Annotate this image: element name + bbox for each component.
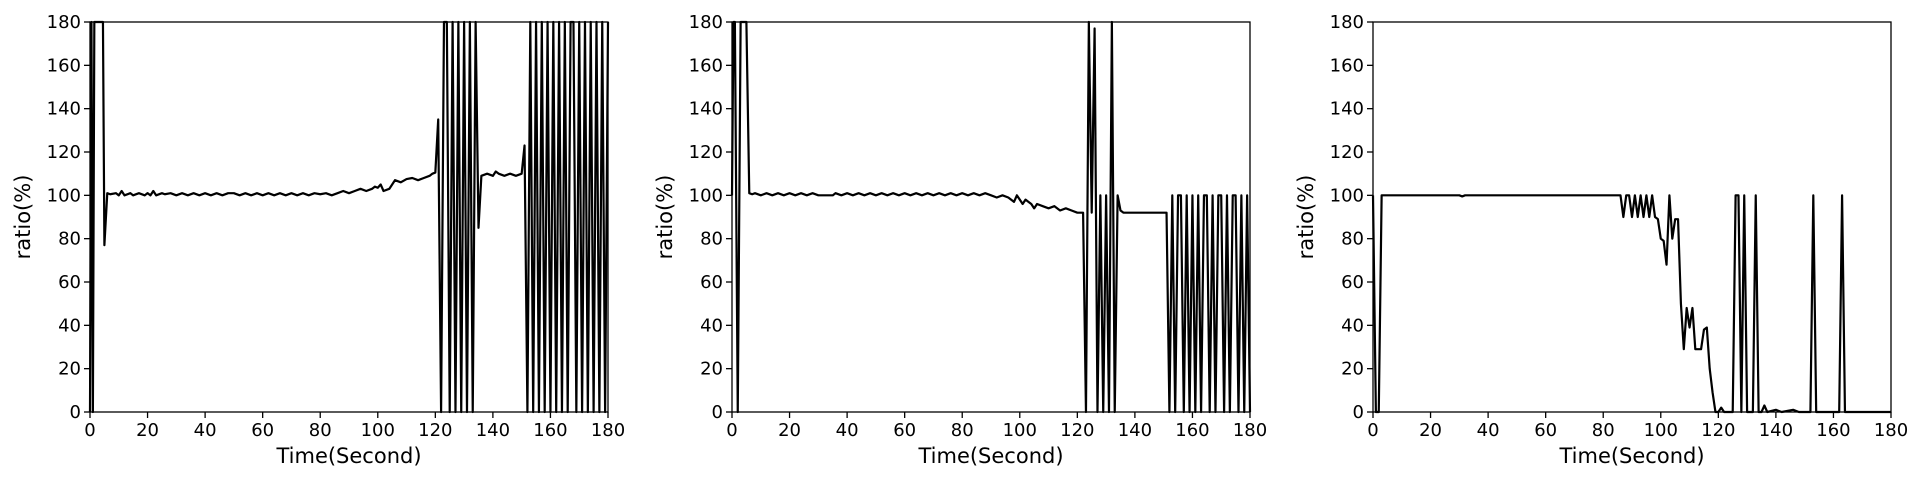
y-tick-label: 140 [1330, 99, 1364, 120]
y-tick-label: 160 [689, 55, 723, 76]
y-axis-label: ratio(%) [653, 175, 677, 260]
y-tick-label: 80 [1341, 229, 1364, 250]
x-tick-label: 140 [476, 420, 510, 441]
x-tick-label: 100 [1003, 420, 1037, 441]
x-tick-label: 160 [533, 420, 567, 441]
y-tick-label: 120 [1330, 142, 1364, 163]
x-tick-label: 80 [951, 420, 974, 441]
x-tick-label: 80 [1592, 420, 1615, 441]
y-tick-label: 40 [58, 315, 81, 336]
y-tick-label: 0 [712, 402, 723, 423]
y-axis-label: ratio(%) [1294, 175, 1318, 260]
y-tick-label: 140 [689, 99, 723, 120]
y-tick-label: 80 [700, 229, 723, 250]
series-line-1 [730, 20, 1252, 414]
x-tick-label: 160 [1175, 420, 1209, 441]
x-tick-label: 100 [361, 420, 395, 441]
series-line-1 [88, 20, 610, 414]
y-tick-label: 60 [1341, 272, 1364, 293]
x-tick-label: 20 [1419, 420, 1442, 441]
x-tick-label: 180 [1874, 420, 1908, 441]
x-tick-label: 40 [194, 420, 217, 441]
x-tick-label: 100 [1644, 420, 1678, 441]
y-tick-label: 60 [58, 272, 81, 293]
y-tick-label: 160 [47, 55, 81, 76]
x-axis-label: Time(Second) [1558, 444, 1704, 468]
y-tick-label: 40 [1341, 315, 1364, 336]
y-tick-label: 60 [700, 272, 723, 293]
plot-frame [1372, 21, 1892, 413]
x-tick-label: 40 [1477, 420, 1500, 441]
plot-frame [731, 21, 1251, 413]
y-tick-label: 20 [58, 359, 81, 380]
x-tick-label: 160 [1816, 420, 1850, 441]
y-tick-label: 160 [1330, 55, 1364, 76]
x-tick-label: 120 [1060, 420, 1094, 441]
y-tick-label: 120 [689, 142, 723, 163]
y-tick-label: 20 [700, 359, 723, 380]
plot-frame [89, 21, 609, 413]
y-tick-label: 0 [1353, 402, 1364, 423]
y-tick-label: 140 [47, 99, 81, 120]
x-axis-label: Time(Second) [275, 444, 421, 468]
x-tick-label: 20 [778, 420, 801, 441]
y-tick-label: 0 [70, 402, 81, 423]
series-line-1 [1371, 194, 1891, 414]
y-tick-label: 180 [1330, 12, 1364, 33]
chart-panel-2: 0 20 40 60 80 100 120 140 160 180 0 20 40 60 80 100 120 1… [653, 12, 1267, 468]
chart-panel-3: 0 20 40 60 80 100 120 140 160 180 0 20 40 60 80 100 120 1… [1294, 12, 1908, 468]
y-tick-label: 20 [1341, 359, 1364, 380]
y-tick-label: 180 [689, 12, 723, 33]
x-tick-label: 140 [1759, 420, 1793, 441]
y-tick-label: 40 [700, 315, 723, 336]
y-tick-label: 120 [47, 142, 81, 163]
y-tick-label: 180 [47, 12, 81, 33]
x-tick-label: 60 [251, 420, 274, 441]
y-tick-label: 80 [58, 229, 81, 250]
y-tick-label: 100 [689, 185, 723, 206]
x-tick-label: 20 [136, 420, 159, 441]
x-axis-label: Time(Second) [917, 444, 1063, 468]
x-tick-label: 140 [1118, 420, 1152, 441]
x-tick-label: 40 [836, 420, 859, 441]
x-tick-label: 0 [1367, 420, 1378, 441]
y-tick-label: 100 [47, 185, 81, 206]
x-tick-label: 120 [1701, 420, 1735, 441]
chart-panel-1: 0 20 40 60 80 100 120 140 160 180 0 20 40 60 80 100 120 1… [11, 12, 625, 468]
x-tick-label: 120 [418, 420, 452, 441]
x-tick-label: 0 [726, 420, 737, 441]
y-axis-label: ratio(%) [11, 175, 35, 260]
x-tick-label: 180 [1233, 420, 1267, 441]
x-tick-label: 180 [591, 420, 625, 441]
x-tick-label: 60 [893, 420, 916, 441]
x-tick-label: 80 [309, 420, 332, 441]
x-tick-label: 60 [1534, 420, 1557, 441]
x-tick-label: 0 [84, 420, 95, 441]
y-tick-label: 100 [1330, 185, 1364, 206]
